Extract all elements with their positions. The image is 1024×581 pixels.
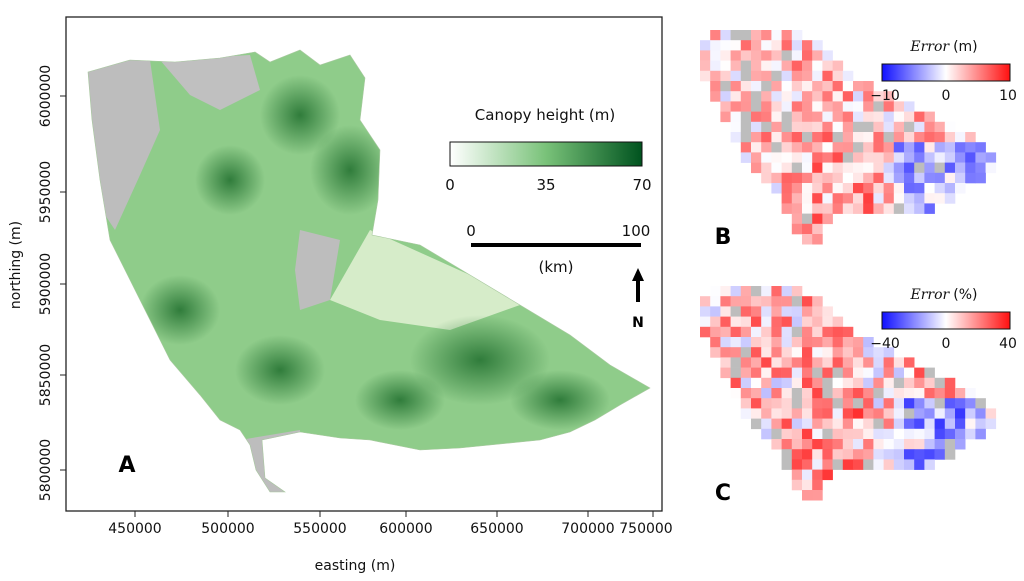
colorbar-b-tick: 10	[999, 88, 1017, 104]
north-arrow-icon: N	[632, 268, 644, 331]
error-colorbar-c: Error (%) −40 0 40	[870, 287, 1017, 352]
svg-text:600000: 600000	[379, 521, 432, 537]
colorbar-c-tick: 40	[999, 336, 1017, 352]
svg-text:5800000: 5800000	[38, 439, 54, 501]
panel-c-label: C	[715, 481, 731, 506]
scale-bar-start: 0	[466, 222, 476, 240]
svg-text:5850000: 5850000	[38, 344, 54, 406]
svg-text:500000: 500000	[201, 521, 254, 537]
y-tick: 5950000	[38, 161, 66, 223]
svg-text:6000000: 6000000	[38, 65, 54, 127]
x-tick: 650000	[470, 511, 524, 537]
scale-bar-line	[471, 243, 641, 247]
colorbar-c-tick: 0	[942, 336, 951, 352]
panel-a-label: A	[118, 453, 135, 478]
colorbar-c-title: Error (%)	[910, 287, 978, 303]
x-tick: 700000	[561, 511, 615, 537]
y-tick: 5800000	[38, 439, 66, 501]
scale-bar: 0 100 (km)	[466, 222, 650, 276]
panel-a-map: 450000 500000 550000 600000 650000 70000…	[8, 16, 673, 574]
y-tick: 5850000	[38, 344, 66, 406]
y-axis: 6000000 5950000 5900000 5850000 5800000 …	[8, 65, 66, 501]
colorbar-tick: 35	[536, 176, 555, 194]
y-tick: 6000000	[38, 65, 66, 127]
north-arrow-label: N	[632, 315, 644, 331]
colorbar-c-gradient	[881, 311, 1011, 330]
panel-b-label: B	[715, 225, 732, 250]
svg-text:450000: 450000	[108, 521, 161, 537]
svg-text:5950000: 5950000	[38, 161, 54, 223]
colorbar-tick: 0	[445, 176, 455, 194]
colorbar-b-tick: 0	[942, 88, 951, 104]
colorbar-b-tick: −10	[870, 88, 900, 104]
error-colorbar-b: Error (m) −10 0 10	[870, 39, 1017, 104]
svg-text:5900000: 5900000	[38, 253, 54, 315]
svg-text:550000: 550000	[293, 521, 346, 537]
svg-text:650000: 650000	[470, 521, 523, 537]
y-tick: 5900000	[38, 253, 66, 315]
error-grid-b	[700, 30, 997, 245]
error-grid-c	[700, 286, 997, 501]
colorbar-c-tick: −40	[870, 336, 900, 352]
scale-bar-end: 100	[622, 222, 651, 240]
x-tick: 600000	[379, 511, 433, 537]
colorbar-b-gradient	[881, 63, 1011, 82]
x-axis-label: easting (m)	[315, 558, 396, 574]
panel-b-error-map: Error (m) −10 0 10 B	[700, 30, 1017, 250]
scale-bar-unit: (km)	[538, 258, 573, 276]
x-tick: 550000	[293, 511, 347, 537]
x-tick: 450000	[108, 511, 162, 537]
x-tick: 750000	[619, 511, 673, 537]
colorbar-tick: 70	[632, 176, 651, 194]
x-tick: 500000	[201, 511, 255, 537]
svg-text:750000: 750000	[619, 521, 672, 537]
colorbar-b-title: Error (m)	[909, 39, 977, 55]
y-axis-label: northing (m)	[8, 221, 24, 309]
x-axis: 450000 500000 550000 600000 650000 70000…	[108, 511, 673, 574]
colorbar-title: Canopy height (m)	[475, 106, 615, 124]
canopy-colorbar: Canopy height (m) 0 35 70	[445, 106, 651, 194]
svg-text:700000: 700000	[561, 521, 614, 537]
panel-c-error-map: Error (%) −40 0 40 C	[700, 286, 1017, 506]
colorbar-gradient	[449, 141, 643, 167]
